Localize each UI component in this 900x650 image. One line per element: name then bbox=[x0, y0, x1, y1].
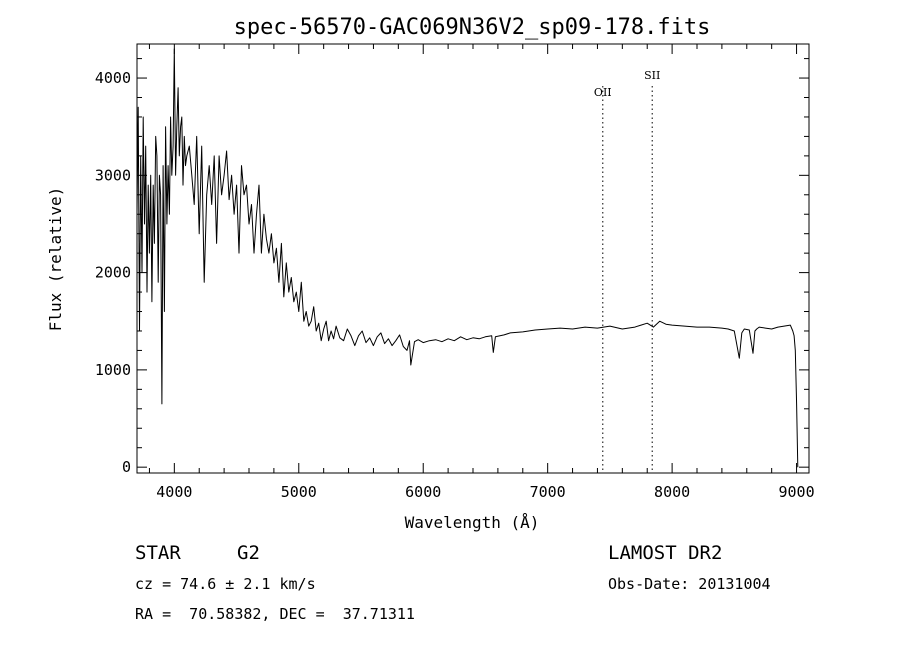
y-axis-label: Flux (relative) bbox=[46, 187, 65, 332]
y-tick-label-1000: 1000 bbox=[95, 361, 131, 379]
redshift-readout: cz = 74.6 ± 2.1 km/s bbox=[135, 575, 316, 593]
series-layer bbox=[136, 48, 799, 468]
spectrum-line-0 bbox=[136, 48, 799, 468]
line-label-oii: OII bbox=[594, 86, 612, 99]
x-tick-label-7000: 7000 bbox=[530, 483, 566, 501]
coordinates-readout: RA = 70.58382, DEC = 37.71311 bbox=[135, 605, 415, 623]
x-axis-label: Wavelength (Å) bbox=[405, 513, 540, 532]
line-annotations: OII SII bbox=[594, 69, 660, 473]
x-tick-label-4000: 4000 bbox=[156, 483, 192, 501]
survey-name: LAMOST DR2 bbox=[608, 542, 723, 564]
x-axis: 4000 5000 6000 7000 8000 9000 bbox=[148, 44, 815, 501]
y-tick-label-0: 0 bbox=[122, 458, 131, 476]
object-subclass: G2 bbox=[237, 542, 260, 564]
y-tick-label-4000: 4000 bbox=[95, 69, 131, 87]
y-axis: 0 1000 2000 3000 4000 bbox=[95, 58, 809, 476]
x-tick-label-9000: 9000 bbox=[778, 483, 814, 501]
x-tick-label-8000: 8000 bbox=[654, 483, 690, 501]
observation-date: Obs-Date: 20131004 bbox=[608, 575, 771, 593]
y-tick-label-2000: 2000 bbox=[95, 264, 131, 282]
x-tick-label-6000: 6000 bbox=[405, 483, 441, 501]
line-label-sii: SII bbox=[644, 69, 660, 82]
x-tick-label-5000: 5000 bbox=[281, 483, 317, 501]
plot-frame bbox=[136, 43, 810, 474]
chart-title: spec-56570-GAC069N36V2_sp09-178.fits bbox=[234, 15, 711, 40]
object-class: STAR bbox=[135, 542, 181, 564]
y-tick-label-3000: 3000 bbox=[95, 166, 131, 184]
